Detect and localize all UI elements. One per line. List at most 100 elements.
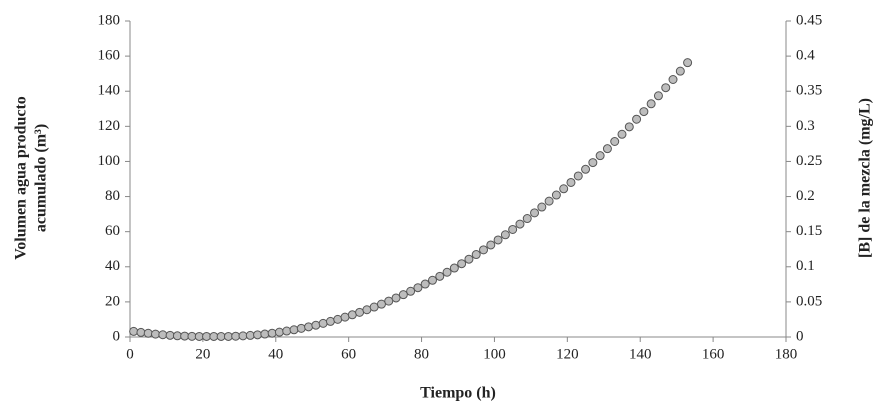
point — [646, 99, 656, 109]
point — [457, 259, 467, 269]
y2-tick-label: 0.45 — [796, 12, 822, 28]
x-tick-label: 120 — [556, 346, 579, 362]
point — [515, 219, 525, 229]
point — [304, 322, 314, 332]
point — [581, 164, 591, 174]
y2-tick-label: 0.3 — [796, 118, 815, 134]
point — [668, 74, 678, 84]
y-tick-label: 60 — [105, 223, 120, 239]
point — [398, 290, 408, 300]
point — [442, 267, 452, 277]
point — [136, 327, 146, 337]
point — [129, 326, 139, 336]
point — [479, 245, 489, 255]
point — [158, 330, 168, 340]
point — [406, 286, 416, 296]
point — [245, 330, 255, 340]
point — [617, 129, 627, 139]
y2-tick-label: 0 — [796, 328, 804, 344]
point — [420, 279, 430, 289]
point — [486, 240, 496, 250]
point — [296, 323, 306, 333]
point — [471, 250, 481, 260]
x-tick-label: 40 — [268, 346, 283, 362]
x-tick-label: 100 — [483, 346, 506, 362]
point — [282, 326, 292, 336]
x-axis-label: Tiempo (h) — [420, 385, 496, 402]
y-tick-label: 40 — [105, 258, 120, 274]
point — [333, 314, 343, 324]
point — [325, 316, 335, 326]
x-tick-label: 20 — [195, 346, 210, 362]
point — [493, 235, 503, 245]
point — [435, 271, 445, 281]
point — [610, 137, 620, 147]
point — [508, 224, 518, 234]
y-tick-label: 180 — [98, 12, 121, 28]
x-tick-label: 60 — [341, 346, 356, 362]
point — [231, 331, 241, 341]
point — [318, 318, 328, 328]
y2-tick-label: 0.4 — [796, 48, 815, 64]
point — [624, 122, 634, 132]
point — [551, 190, 561, 200]
point — [537, 202, 547, 212]
x-tick-label: 0 — [126, 346, 134, 362]
point — [289, 325, 299, 335]
point — [464, 254, 474, 264]
point — [544, 196, 554, 206]
point — [267, 328, 277, 338]
y-axis-label: Volumen agua producto — [13, 96, 30, 260]
x-tick-label: 140 — [629, 346, 652, 362]
y2-tick-label: 0.05 — [796, 293, 822, 309]
point — [588, 158, 598, 168]
point — [311, 320, 321, 330]
point — [661, 83, 671, 93]
point — [530, 208, 540, 218]
point — [391, 293, 401, 303]
point — [683, 58, 693, 68]
point — [260, 329, 270, 339]
point — [427, 275, 437, 285]
point — [449, 263, 459, 273]
point — [274, 327, 284, 337]
point — [500, 230, 510, 240]
y-tick-label: 100 — [98, 153, 121, 169]
point — [559, 184, 569, 194]
point — [238, 331, 248, 341]
point — [151, 329, 161, 339]
y2-tick-label: 0.35 — [796, 83, 822, 99]
point — [384, 296, 394, 306]
point — [253, 330, 263, 340]
x-tick-label: 180 — [775, 346, 798, 362]
y-axis-label: acumulado (m³) — [33, 124, 50, 232]
point — [653, 91, 663, 101]
y-tick-label: 160 — [98, 48, 121, 64]
point — [143, 328, 153, 338]
point — [639, 107, 649, 117]
y-tick-label: 120 — [98, 118, 121, 134]
y2-tick-label: 0.15 — [796, 223, 822, 239]
y2-tick-label: 0.2 — [796, 188, 815, 204]
point — [340, 312, 350, 322]
y-tick-label: 140 — [98, 83, 121, 99]
point — [566, 177, 576, 187]
point — [632, 114, 642, 124]
x-tick-label: 80 — [414, 346, 429, 362]
point — [675, 66, 685, 76]
point — [573, 171, 583, 181]
y-tick-label: 20 — [105, 293, 120, 309]
point — [595, 151, 605, 161]
point — [165, 330, 175, 340]
y-tick-label: 0 — [113, 328, 121, 344]
point — [602, 144, 612, 154]
y2-axis-label: [B] de la mezcla (mg/L) — [857, 98, 874, 258]
x-tick-label: 160 — [702, 346, 725, 362]
y2-tick-label: 0.1 — [796, 258, 815, 274]
point — [347, 310, 357, 320]
point — [522, 214, 532, 224]
y-tick-label: 80 — [105, 188, 120, 204]
y2-tick-label: 0.25 — [796, 153, 822, 169]
point — [413, 283, 423, 293]
